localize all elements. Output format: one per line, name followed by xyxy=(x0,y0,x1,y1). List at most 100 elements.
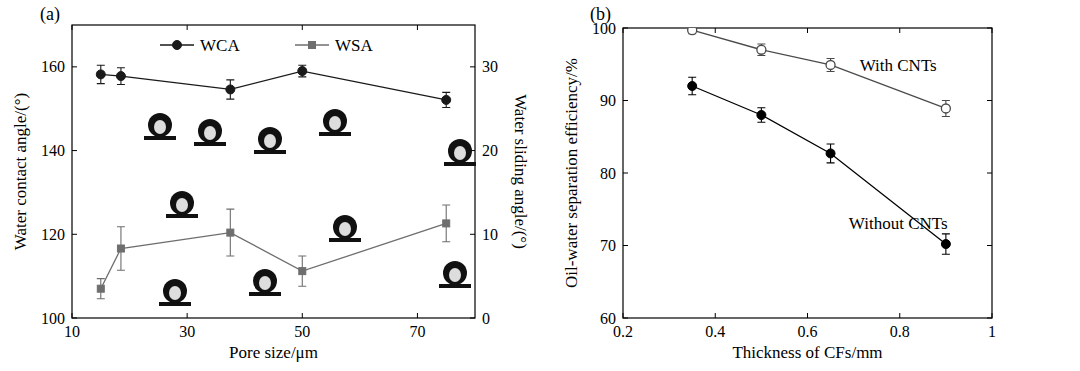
panel-label: (a) xyxy=(40,4,60,25)
y-tick-label: 160 xyxy=(41,58,65,75)
series-line xyxy=(101,71,446,100)
droplet xyxy=(333,215,357,239)
droplet xyxy=(148,113,172,137)
legend-label: WCA xyxy=(200,36,240,55)
figure: 103050701001201401600102030Pore size/μmW… xyxy=(0,0,1080,371)
error-bar xyxy=(97,279,105,299)
error-bar xyxy=(226,209,234,256)
x-tick xyxy=(417,313,418,318)
data-point xyxy=(757,111,766,120)
y2-tick-label: 20 xyxy=(482,142,498,159)
x-tick xyxy=(623,28,624,33)
error-bar xyxy=(298,65,306,77)
error-bar xyxy=(117,68,125,85)
y2-tick-label: 30 xyxy=(482,58,498,75)
y-tick-label: 70 xyxy=(600,237,616,254)
droplet-highlight xyxy=(259,276,271,290)
data-point xyxy=(941,240,950,249)
y-tick xyxy=(623,100,628,101)
x-tick-label: 70 xyxy=(409,323,425,340)
x-tick xyxy=(899,28,900,33)
y-tick xyxy=(987,173,992,174)
data-point xyxy=(826,149,835,158)
data-point xyxy=(116,72,125,81)
x-tick xyxy=(807,313,808,318)
y-tick xyxy=(987,100,992,101)
error-bar xyxy=(942,101,950,117)
x-tick-label: 30 xyxy=(179,323,195,340)
y2-tick xyxy=(470,66,475,67)
y-tick-label: 100 xyxy=(41,310,65,327)
y2-tick xyxy=(470,318,475,319)
droplet xyxy=(323,109,347,133)
y-tick xyxy=(987,245,992,246)
droplet xyxy=(448,139,472,163)
droplet-highlight xyxy=(264,134,276,148)
series-line xyxy=(101,223,446,288)
x-tick xyxy=(623,313,624,318)
x-tick xyxy=(715,313,716,318)
error-bar xyxy=(827,58,835,71)
y-tick-label: 80 xyxy=(600,165,616,182)
chart-panel: 0.20.40.60.8160708090100Thickness of CFs… xyxy=(562,4,996,362)
data-area xyxy=(688,28,951,254)
x-tick-label: 0.6 xyxy=(798,323,818,340)
y-axis-label: Oil-water separation efficiency/% xyxy=(562,58,581,288)
y2-tick-label: 10 xyxy=(482,226,498,243)
x-tick xyxy=(992,313,993,318)
droplet-highlight xyxy=(154,120,166,134)
error-bar xyxy=(226,80,234,99)
y-tick xyxy=(72,66,77,67)
data-point xyxy=(96,70,105,79)
y-tick xyxy=(623,173,628,174)
chart-panel: 103050701001201401600102030Pore size/μmW… xyxy=(11,4,530,362)
y2-axis-label: Water sliding angle/(°) xyxy=(511,94,530,249)
error-bar xyxy=(757,44,765,56)
y-tick xyxy=(623,318,628,319)
data-point xyxy=(443,220,450,227)
y-tick xyxy=(987,318,992,319)
droplet xyxy=(198,119,222,143)
droplet-highlight xyxy=(169,286,181,300)
x-tick-label: 0.4 xyxy=(705,323,725,340)
error-bar xyxy=(97,65,105,83)
x-tick-label: 1 xyxy=(988,323,996,340)
error-bar xyxy=(117,227,125,271)
x-tick xyxy=(72,313,73,318)
y-tick xyxy=(623,245,628,246)
droplet-image xyxy=(329,215,361,242)
y-tick-label: 120 xyxy=(41,226,65,243)
data-point xyxy=(97,285,104,292)
droplet-image xyxy=(444,139,476,166)
y-tick xyxy=(72,234,77,235)
error-bar xyxy=(688,28,696,34)
droplet xyxy=(170,191,194,215)
x-tick-label: 10 xyxy=(64,323,80,340)
droplet-image xyxy=(159,279,191,306)
error-bar xyxy=(942,234,950,254)
error-bar xyxy=(442,92,450,107)
y-axis-label: Water contact angle/(°) xyxy=(11,93,30,250)
y2-tick-label: 0 xyxy=(482,310,490,327)
data-point xyxy=(826,60,835,69)
data-area xyxy=(96,65,450,299)
droplet-image xyxy=(319,109,351,136)
error-bar xyxy=(757,108,765,123)
droplet-highlight xyxy=(176,198,188,212)
x-tick xyxy=(187,25,188,30)
droplet-images xyxy=(144,109,476,306)
data-point xyxy=(299,268,306,275)
error-bar xyxy=(442,205,450,242)
legend-label: WSA xyxy=(335,36,374,55)
plot-frame xyxy=(72,25,475,318)
y-tick-label: 90 xyxy=(600,92,616,109)
data-point xyxy=(226,85,235,94)
series-line xyxy=(692,30,946,108)
droplet-highlight xyxy=(204,126,216,140)
data-point xyxy=(941,104,950,113)
series-label: Without CNTs xyxy=(849,214,948,233)
droplet xyxy=(443,261,467,285)
legend-marker xyxy=(309,42,316,49)
droplet-highlight xyxy=(339,222,351,236)
y-tick-label: 60 xyxy=(600,310,616,327)
